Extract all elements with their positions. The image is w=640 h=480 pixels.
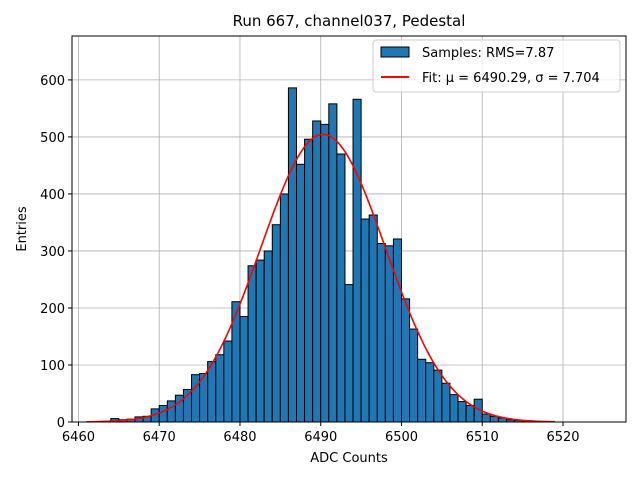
legend-label-fit: Fit: μ = 6490.29, σ = 7.704 <box>422 71 600 86</box>
x-tick-label: 6520 <box>546 430 579 445</box>
histogram-bar <box>425 362 435 423</box>
legend: Samples: RMS=7.87 Fit: μ = 6490.29, σ = … <box>372 39 621 93</box>
histogram-bar <box>191 374 201 423</box>
x-axis-ticks: 6460 6470 6480 6490 6500 6510 6520 <box>62 422 580 445</box>
histogram-bar <box>312 120 322 423</box>
histogram-bar <box>223 340 233 423</box>
histogram-bar <box>215 354 225 423</box>
chart-title: Run 667, channel037, Pedestal <box>233 12 466 30</box>
histogram-bar <box>207 361 217 423</box>
histogram-bar <box>465 404 475 423</box>
x-tick-label: 6500 <box>385 430 418 445</box>
histogram-bar <box>255 259 265 423</box>
histogram-bar <box>344 284 354 423</box>
histogram-bar <box>296 163 306 423</box>
histogram-bar <box>392 238 402 423</box>
y-tick-label: 600 <box>40 74 65 89</box>
fit-curve-layer <box>86 133 555 423</box>
gaussian-fit-line <box>86 133 555 423</box>
histogram-bar <box>271 224 281 423</box>
x-tick-label: 6470 <box>143 430 176 445</box>
legend-label-histogram: Samples: RMS=7.87 <box>422 46 554 61</box>
plot-frame <box>71 35 627 423</box>
histogram-bar <box>328 103 338 423</box>
histogram-bar <box>360 218 370 423</box>
histogram-bar <box>263 250 273 423</box>
x-tick-label: 6480 <box>223 430 256 445</box>
y-tick-label: 100 <box>40 359 65 374</box>
histogram-bar <box>417 358 427 423</box>
histogram-bar <box>320 123 330 423</box>
histogram-bars <box>102 87 540 423</box>
histogram-bar <box>239 316 249 423</box>
histogram-bar <box>166 400 176 423</box>
histogram-bar <box>433 369 443 423</box>
histogram-bar <box>400 298 411 423</box>
histogram-bar <box>368 214 378 423</box>
x-tick-label: 6490 <box>304 430 337 445</box>
histogram-bar <box>489 415 499 423</box>
y-tick-label: 300 <box>40 245 65 260</box>
histogram-bar <box>287 87 298 423</box>
histogram-bar <box>158 404 168 423</box>
x-tick-label: 6510 <box>466 430 499 445</box>
histogram-bar <box>279 193 289 423</box>
x-tick-label: 6460 <box>62 430 95 445</box>
histogram-bar <box>384 245 394 423</box>
x-axis-label: ADC Counts <box>310 451 388 466</box>
histogram-bar <box>352 98 362 423</box>
y-axis-label: Entries <box>15 206 30 252</box>
y-tick-label: 0 <box>57 416 65 431</box>
histogram-bar <box>481 413 491 423</box>
y-axis-ticks: 0 100 200 300 400 500 600 <box>40 74 72 431</box>
y-tick-label: 500 <box>40 131 65 146</box>
y-tick-label: 400 <box>40 188 65 203</box>
histogram-bar <box>449 394 459 423</box>
legend-box <box>372 39 621 93</box>
histogram-bar <box>441 382 451 423</box>
histogram-bar <box>376 243 386 423</box>
y-tick-label: 200 <box>40 302 65 317</box>
histogram-bar <box>457 400 467 423</box>
legend-swatch-histogram <box>380 46 410 58</box>
histogram-bar <box>409 328 419 423</box>
histogram-bar <box>247 265 257 423</box>
histogram-bar <box>304 138 314 423</box>
histogram-bar <box>336 153 346 423</box>
